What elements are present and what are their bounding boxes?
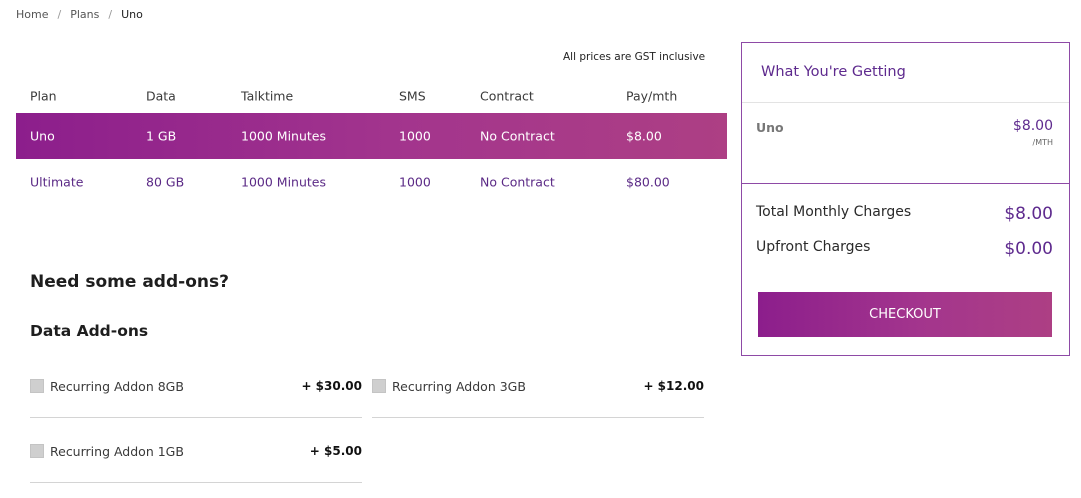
upfront-charges-amount: $0.00 — [1004, 239, 1053, 259]
header-plan: Plan — [30, 88, 57, 104]
plan-row-ultimate[interactable]: Ultimate 80 GB 1000 Minutes 1000 No Cont… — [16, 159, 727, 205]
addon-price: + $5.00 — [309, 444, 362, 458]
addon-item-1gb[interactable]: Recurring Addon 1GB + $5.00 — [30, 437, 362, 483]
plan-row-uno[interactable]: Uno 1 GB 1000 Minutes 1000 No Contract $… — [16, 113, 727, 159]
checkout-button[interactable]: CHECKOUT — [758, 292, 1052, 337]
plan-sms: 1000 — [399, 128, 431, 144]
addon-price: + $12.00 — [643, 379, 704, 393]
breadcrumb-separator: / — [108, 8, 113, 21]
addon-price: + $30.00 — [301, 379, 362, 393]
plan-price: $80.00 — [626, 174, 670, 190]
header-sms: SMS — [399, 88, 426, 104]
header-contract: Contract — [480, 88, 534, 104]
header-data: Data — [146, 88, 176, 104]
summary-plan-name: Uno — [756, 120, 784, 135]
addon-checkbox[interactable] — [30, 379, 44, 393]
header-talktime: Talktime — [241, 88, 294, 104]
breadcrumb: Home / Plans / Uno — [16, 8, 143, 21]
plan-sms: 1000 — [399, 174, 431, 190]
upfront-charges-label: Upfront Charges — [756, 239, 871, 255]
plan-data: 80 GB — [146, 174, 185, 190]
addon-name: Recurring Addon 8GB — [50, 379, 184, 394]
addon-name: Recurring Addon 3GB — [392, 379, 526, 394]
plan-price: $8.00 — [626, 128, 662, 144]
breadcrumb-plans-link[interactable]: Plans — [70, 8, 100, 21]
plan-name: Uno — [30, 128, 55, 144]
gst-note: All prices are GST inclusive — [563, 51, 706, 63]
summary-divider — [742, 183, 1069, 184]
addons-heading: Need some add-ons? — [30, 272, 229, 292]
breadcrumb-separator: / — [57, 8, 62, 21]
monthly-charges-amount: $8.00 — [1004, 204, 1053, 224]
monthly-charges-label: Total Monthly Charges — [756, 204, 912, 220]
plan-contract: No Contract — [480, 128, 555, 144]
addon-checkbox[interactable] — [372, 379, 386, 393]
summary-plan-price: $8.00 — [1012, 118, 1053, 134]
summary-title: What You're Getting — [761, 64, 906, 80]
plans-table: Plan Data Talktime SMS Contract Pay/mth … — [16, 80, 727, 205]
order-summary-panel: What You're Getting Uno $8.00 /MTH Total… — [741, 42, 1070, 356]
data-addons-heading: Data Add-ons — [30, 322, 149, 340]
plan-talktime: 1000 Minutes — [241, 174, 326, 190]
addon-name: Recurring Addon 1GB — [50, 444, 184, 459]
plan-name: Ultimate — [30, 174, 84, 190]
breadcrumb-current: Uno — [121, 8, 143, 21]
summary-plan-unit: /MTH — [1032, 138, 1054, 147]
plan-contract: No Contract — [480, 174, 555, 190]
header-pay: Pay/mth — [626, 88, 678, 104]
summary-divider — [742, 102, 1069, 103]
addon-item-3gb[interactable]: Recurring Addon 3GB + $12.00 — [372, 372, 704, 418]
breadcrumb-home-link[interactable]: Home — [16, 8, 49, 21]
plan-talktime: 1000 Minutes — [241, 128, 326, 144]
addon-checkbox[interactable] — [30, 444, 44, 458]
plans-table-header: Plan Data Talktime SMS Contract Pay/mth — [16, 80, 727, 113]
plan-data: 1 GB — [146, 128, 177, 144]
addon-item-8gb[interactable]: Recurring Addon 8GB + $30.00 — [30, 372, 362, 418]
